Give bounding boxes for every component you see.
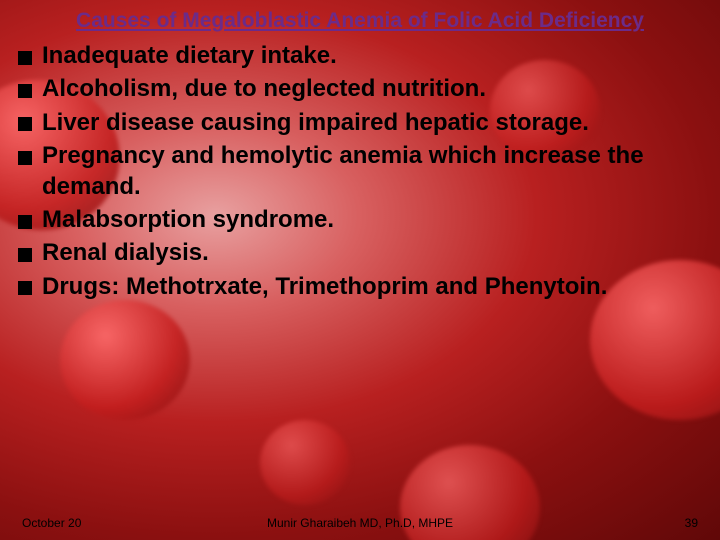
bullet-text: Alcoholism, due to neglected nutrition. xyxy=(42,75,486,102)
list-item: Renal dialysis. xyxy=(18,237,702,268)
list-item: Liver disease causing impaired hepatic s… xyxy=(18,107,702,138)
content-area: Causes of Megaloblastic Anemia of Folic … xyxy=(0,0,720,540)
slide-title: Causes of Megaloblastic Anemia of Folic … xyxy=(40,8,680,34)
slide: Causes of Megaloblastic Anemia of Folic … xyxy=(0,0,720,540)
bullet-text: Liver disease causing impaired hepatic s… xyxy=(42,109,589,136)
list-item: Malabsorption syndrome. xyxy=(18,204,702,235)
bullet-text: Malabsorption syndrome. xyxy=(42,206,334,233)
bullet-text: Renal dialysis. xyxy=(42,239,209,266)
bullet-text: Drugs: Methotrxate, Trimethoprim and Phe… xyxy=(42,273,607,300)
list-item: Pregnancy and hemolytic anemia which inc… xyxy=(18,140,702,202)
list-item: Drugs: Methotrxate, Trimethoprim and Phe… xyxy=(18,271,702,302)
bullet-text: Pregnancy and hemolytic anemia which inc… xyxy=(42,142,644,200)
list-item: Inadequate dietary intake. xyxy=(18,40,702,71)
list-item: Alcoholism, due to neglected nutrition. xyxy=(18,73,702,104)
bullet-list: Inadequate dietary intake. Alcoholism, d… xyxy=(18,40,702,302)
bullet-text: Inadequate dietary intake. xyxy=(42,42,337,69)
